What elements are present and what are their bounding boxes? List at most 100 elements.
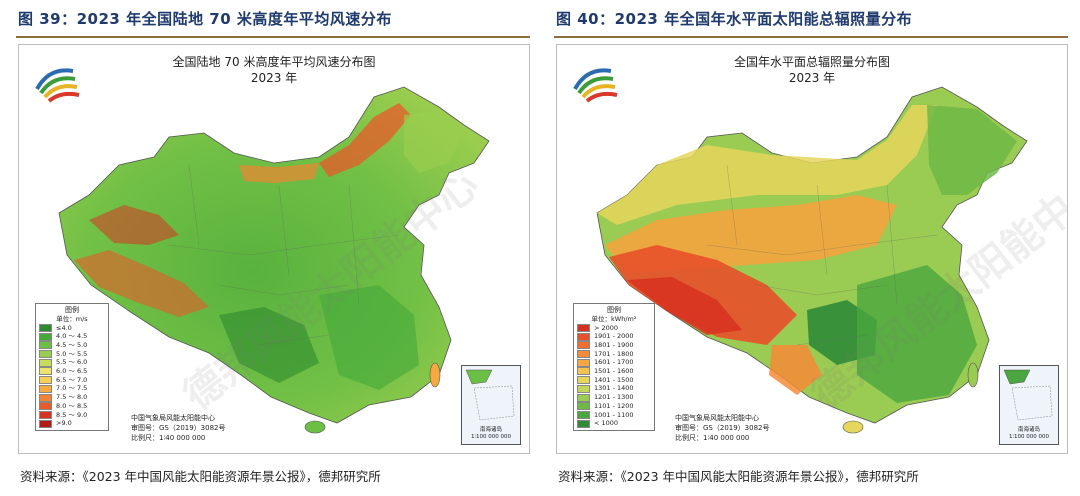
map-legend: 图例 单位：m/s ≤4.0 4.0 ～ 4.5 4.5 ～ 5.0 5.0 ～ 5.… <box>35 303 109 431</box>
legend-row: 5.0 ～ 5.5 <box>39 350 105 359</box>
legend-label: 1001 - 1100 <box>594 410 634 419</box>
legend-swatch <box>39 358 52 367</box>
hainan-island <box>304 420 326 434</box>
legend-row: 1301 - 1400 <box>577 384 651 393</box>
legend-label: 5.5 ～ 6.0 <box>56 358 88 367</box>
legend-row: 7.5 ～ 8.0 <box>39 393 105 402</box>
title-rule <box>554 36 1068 38</box>
legend-label: 4.5 ～ 5.0 <box>56 340 88 349</box>
tibet-peak <box>627 277 742 335</box>
legend-row: 5.5 ～ 6.0 <box>39 358 105 367</box>
legend-label: 5.0 ～ 5.5 <box>56 349 88 358</box>
legend-row: > 2000 <box>577 324 651 333</box>
legend-row: 6.5 ～ 7.0 <box>39 376 105 385</box>
legend-row: 4.0 ～ 4.5 <box>39 332 105 341</box>
legend-label: 1801 - 1900 <box>594 340 634 349</box>
yunnan-orange <box>769 345 822 395</box>
credit-approval: 审图号：GS（2019）3082号 <box>131 424 226 432</box>
legend-row: 7.0 ～ 7.5 <box>39 384 105 393</box>
legend-swatch <box>39 393 52 402</box>
legend-label: 1601 - 1700 <box>594 358 634 367</box>
legend-label: 1301 - 1400 <box>594 384 634 393</box>
legend-label: 6.0 ～ 6.5 <box>56 367 88 376</box>
legend-row: 1201 - 1300 <box>577 393 651 402</box>
legend-row: 8.0 ～ 8.5 <box>39 402 105 411</box>
legend-swatch <box>39 402 52 411</box>
legend-title: 图例 <box>65 306 79 315</box>
map-frame: 全国年水平面总辐照量分布图 2023 年 图例 单位：kWh/m² > 2000… <box>556 44 1068 454</box>
legend-swatch <box>39 350 52 359</box>
legend-swatch <box>577 419 590 428</box>
map-year: 2023 年 <box>788 71 836 85</box>
inset-caption: 南海诸岛 <box>1017 427 1040 433</box>
windy-region-xinjiang <box>89 205 179 245</box>
source-note: 资料来源：《2023 年中国风能太阳能资源年景公报》，德邦研究所 <box>20 469 381 484</box>
legend-row: 1801 - 1900 <box>577 341 651 350</box>
legend-swatch <box>39 419 52 428</box>
legend-row: ≤4.0 <box>39 324 105 333</box>
legend-swatch <box>577 376 590 385</box>
credit-approval: 审图号：GS（2019）3082号 <box>675 424 770 432</box>
windy-region-inner-mongolia <box>239 163 319 183</box>
wind-map <box>58 86 490 434</box>
northeast-green <box>927 105 1017 195</box>
south-china-sea-inset: 南海诸岛 1∶100 000 000 <box>999 365 1059 445</box>
legend-row: 1701 - 1800 <box>577 350 651 359</box>
figure-title: 图 40：2023 年全国年水平面太阳能总辐照量分布 <box>556 10 913 28</box>
legend-swatch <box>39 410 52 419</box>
inset-caption: 南海诸岛 <box>479 427 502 433</box>
legend-label: 1201 - 1300 <box>594 393 634 402</box>
legend-label: 7.5 ～ 8.0 <box>56 393 88 402</box>
windy-region-north <box>319 103 411 177</box>
legend-swatch <box>39 332 52 341</box>
legend-label: 6.5 ～ 7.0 <box>56 375 88 384</box>
taiwan-island <box>429 362 441 388</box>
northeast-plain <box>404 111 464 173</box>
legend-label: 8.5 ～ 9.0 <box>56 410 88 419</box>
legend-label: 7.0 ～ 7.5 <box>56 384 88 393</box>
legend-swatch <box>577 384 590 393</box>
legend-label: ≤4.0 <box>56 323 72 332</box>
legend-swatch <box>39 367 52 376</box>
legend-swatch <box>577 402 590 411</box>
legend-unit: 单位：kWh/m² <box>591 314 637 323</box>
legend-row: 1901 - 2000 <box>577 332 651 341</box>
legend-row: < 1000 <box>577 419 651 428</box>
credit-scale: 比例尺：1∶40 000 000 <box>131 434 206 442</box>
credit-org: 中国气象局风能太阳能中心 <box>675 414 759 422</box>
legend-swatch <box>39 323 52 332</box>
legend-label: >9.0 <box>56 419 72 428</box>
legend-label: 1501 - 1600 <box>594 367 634 376</box>
inset-scale: 1∶100 000 000 <box>1009 434 1049 440</box>
figure-title: 图 39：2023 年全国陆地 70 米高度年平均风速分布 <box>18 10 392 28</box>
legend-row: 1101 - 1200 <box>577 402 651 411</box>
taiwan-island <box>967 362 979 388</box>
legend-row: >9.0 <box>39 419 105 428</box>
south-china-sea-inset: 南海诸岛 1∶100 000 000 <box>461 365 521 445</box>
logo-icon <box>35 68 80 103</box>
southeast-green <box>857 265 977 403</box>
legend-swatch <box>577 350 590 359</box>
credit-org: 中国气象局风能太阳能中心 <box>131 414 215 422</box>
legend-swatch <box>577 410 590 419</box>
legend-row: 1401 - 1500 <box>577 376 651 385</box>
legend-rows: ≤4.0 4.0 ～ 4.5 4.5 ～ 5.0 5.0 ～ 5.5 5.5 ～ 6.0… <box>39 324 105 428</box>
legend-row: 1601 - 1700 <box>577 358 651 367</box>
map-credit: 中国气象局风能太阳能中心 审图号：GS（2019）3082号 比例尺：1∶40 … <box>131 413 226 443</box>
inset-map <box>465 369 515 421</box>
legend-label: 1101 - 1200 <box>594 401 634 410</box>
legend-row: 4.5 ～ 5.0 <box>39 341 105 350</box>
logo-icon <box>573 68 618 103</box>
legend-label: > 2000 <box>594 323 619 332</box>
legend-label: 1701 - 1800 <box>594 349 634 358</box>
legend-swatch <box>577 323 590 332</box>
legend-swatch <box>577 341 590 350</box>
map-credit: 中国气象局风能太阳能中心 审图号：GS（2019）3082号 比例尺：1∶40 … <box>675 413 770 443</box>
hainan-island <box>842 420 864 434</box>
map-frame: 全国陆地 70 米高度年平均风速分布图 2023 年 图例 单位：m/s ≤4.… <box>18 44 530 454</box>
windy-region-tibet <box>74 250 209 317</box>
legend-label: < 1000 <box>594 419 619 428</box>
credit-scale: 比例尺：1∶40 000 000 <box>675 434 750 442</box>
title-rule <box>16 36 530 38</box>
legend-swatch <box>39 341 52 350</box>
